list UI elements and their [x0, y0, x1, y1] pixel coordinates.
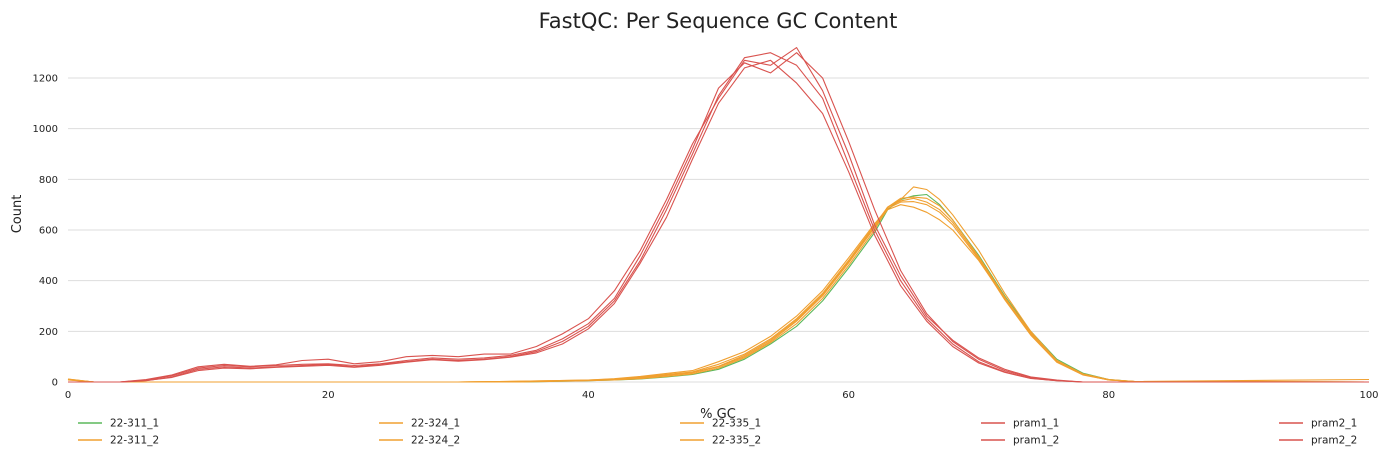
legend-label: pram1_2 — [1013, 435, 1059, 447]
legend-item[interactable]: pram2_2 — [1279, 435, 1357, 447]
legend-label: 22-324_1 — [411, 418, 460, 430]
series-line-pram1_1[interactable] — [68, 52, 1369, 383]
y-tick-label: 1200 — [33, 74, 58, 85]
y-tick-label: 1000 — [33, 124, 58, 135]
legend-label: 22-335_1 — [712, 418, 761, 430]
x-tick-label: 80 — [1102, 390, 1115, 401]
series-line-22-311_1[interactable] — [67, 193, 1370, 383]
legend-label: pram2_1 — [1311, 418, 1357, 430]
legend-label: 22-324_2 — [411, 435, 460, 447]
legend-item[interactable]: pram1_2 — [981, 435, 1059, 447]
series-line-22-311_2[interactable] — [67, 196, 1370, 383]
x-axis-label: % GC — [700, 407, 736, 422]
legend[interactable]: 22-311_1 22-311_2 22-324_1 22-324_2 22-335_1… — [78, 418, 1357, 447]
legend-item[interactable]: 22-335_1 — [680, 418, 761, 430]
legend-item[interactable]: 22-324_2 — [379, 435, 460, 447]
x-tick-label: 60 — [842, 390, 855, 401]
series-line-22-335_1[interactable] — [67, 197, 1370, 383]
series-line-pram2_1[interactable] — [68, 59, 1369, 383]
y-tick-labels: 0 200 400 600 800 1000 1200 — [33, 74, 58, 389]
legend-label: pram2_2 — [1311, 435, 1357, 447]
series-lines — [67, 47, 1370, 383]
chart-title: FastQC: Per Sequence GC Content — [539, 9, 898, 33]
y-axis-label: Count — [10, 195, 25, 234]
grid-lines — [68, 77, 1369, 383]
y-tick-label: 600 — [39, 226, 58, 237]
legend-label: 22-311_1 — [110, 418, 159, 430]
y-tick-label: 0 — [52, 378, 58, 389]
series-line-pram2_2[interactable] — [68, 47, 1369, 383]
legend-item[interactable]: pram2_1 — [1279, 418, 1357, 430]
x-tick-label: 40 — [582, 390, 595, 401]
y-tick-label: 400 — [39, 276, 58, 287]
legend-label: pram1_1 — [1013, 418, 1059, 430]
x-tick-label: 20 — [322, 390, 335, 401]
x-tick-labels: 0 20 40 60 80 100 — [65, 390, 1379, 401]
y-tick-label: 200 — [39, 327, 58, 338]
legend-label: 22-311_2 — [110, 435, 159, 447]
series-line-22-324_1[interactable] — [67, 204, 1370, 383]
y-tick-label: 800 — [39, 175, 58, 186]
legend-item[interactable]: pram1_1 — [981, 418, 1059, 430]
legend-item[interactable]: 22-311_2 — [78, 435, 159, 447]
legend-item[interactable]: 22-324_1 — [379, 418, 460, 430]
series-line-pram1_2[interactable] — [68, 52, 1369, 383]
series-line-22-324_2[interactable] — [67, 186, 1370, 383]
series-line-22-335_2[interactable] — [67, 201, 1370, 383]
x-tick-label: 0 — [65, 390, 71, 401]
legend-item[interactable]: 22-335_2 — [680, 435, 761, 447]
x-tick-label: 100 — [1359, 390, 1378, 401]
legend-item[interactable]: 22-311_1 — [78, 418, 159, 430]
legend-label: 22-335_2 — [712, 435, 761, 447]
